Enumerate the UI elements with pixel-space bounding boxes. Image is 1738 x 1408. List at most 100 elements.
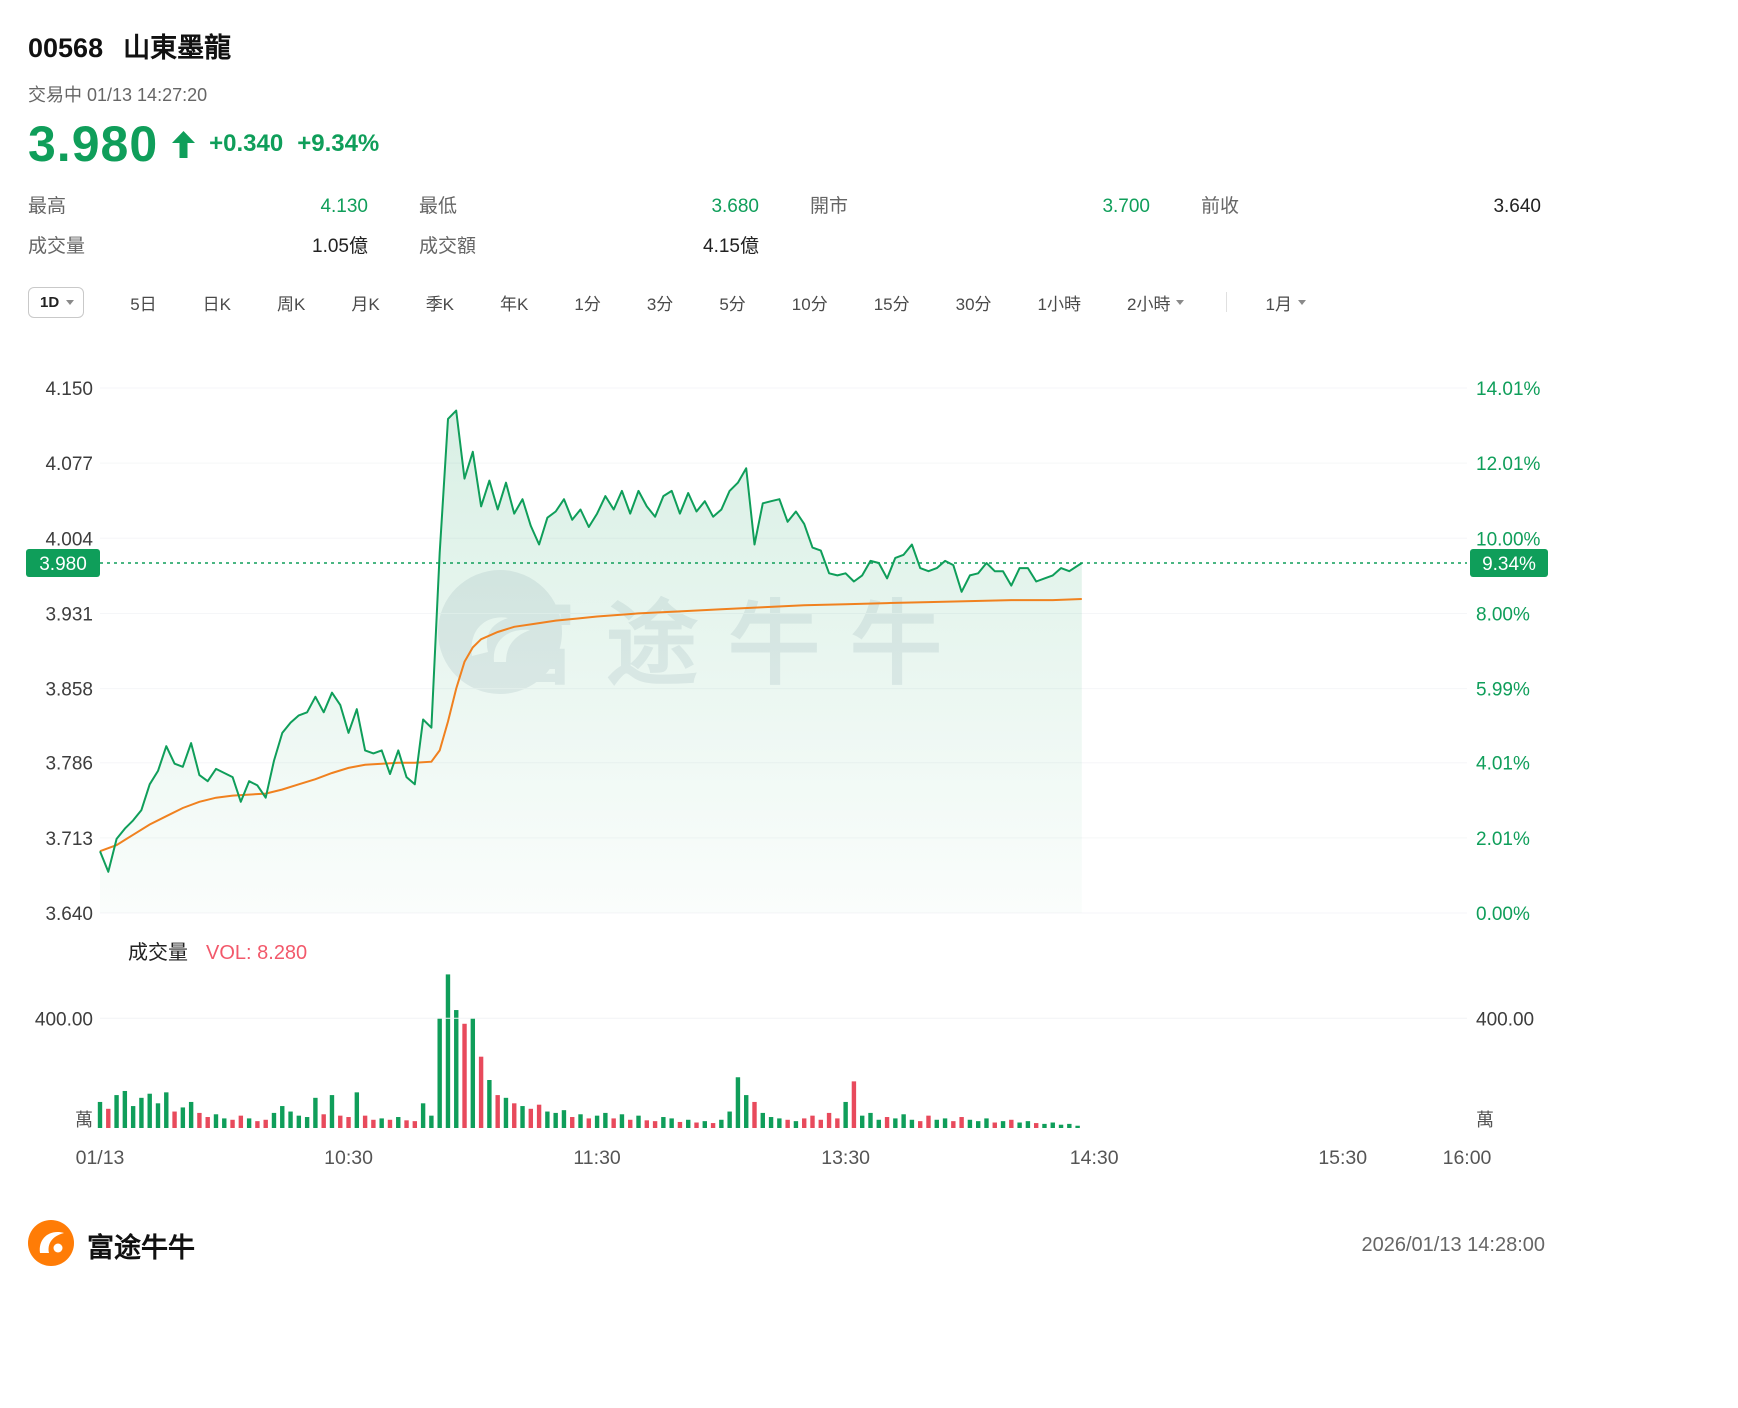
current-price-badge-left <box>26 549 100 577</box>
volume-bar <box>594 1115 600 1128</box>
volume-bar <box>918 1121 923 1128</box>
tab-year-k[interactable]: 年K <box>500 290 528 315</box>
y-axis-price-label: 3.640 <box>45 904 93 925</box>
tab-10min[interactable]: 10分 <box>792 290 828 315</box>
volume-bar <box>470 1018 476 1128</box>
y-axis-percent-label: 12.01% <box>1476 454 1541 475</box>
y-axis-price-label: 4.077 <box>45 454 93 475</box>
volume-bar <box>818 1119 823 1128</box>
volume-bar <box>876 1119 881 1128</box>
tab-30min[interactable]: 30分 <box>956 290 992 315</box>
volume-bar <box>760 1112 765 1128</box>
tab-quarter-k[interactable]: 季K <box>426 290 454 315</box>
tab-3min[interactable]: 3分 <box>647 290 673 315</box>
volume-bar <box>570 1117 575 1128</box>
volume-bar <box>462 1023 467 1128</box>
volume-bar <box>280 1106 285 1128</box>
y-axis-percent-label: 2.01% <box>1476 829 1530 850</box>
volume-bar <box>843 1101 848 1128</box>
volume-bar <box>454 1010 459 1128</box>
volume-bar <box>139 1097 144 1128</box>
y-axis-percent-label: 0.00% <box>1476 904 1530 925</box>
tab-month-k[interactable]: 月K <box>351 290 379 315</box>
price-row: 3.980 +0.340 +9.34% <box>28 119 1738 169</box>
volume-bar <box>313 1097 318 1128</box>
tab-1month-label: 1月 <box>1265 294 1292 314</box>
current-price: 3.980 <box>28 116 159 172</box>
y-axis-percent-label: 10.00% <box>1476 529 1541 550</box>
volume-bar <box>909 1119 915 1128</box>
tab-1min-label: 1分 <box>574 294 601 314</box>
volume-bar <box>354 1092 360 1128</box>
volume-bar <box>387 1119 393 1128</box>
volume-bar <box>768 1117 774 1128</box>
tab-2hour-label: 2小時 <box>1127 294 1171 314</box>
volume-bar <box>371 1119 376 1128</box>
tab-day-k[interactable]: 日K <box>203 290 231 315</box>
volume-bar <box>1067 1123 1072 1128</box>
volume-bar <box>868 1112 873 1128</box>
brand: 富途牛牛 <box>28 1220 195 1271</box>
volume-bar <box>1033 1123 1039 1128</box>
volume-unit-left: 萬 <box>75 1110 93 1130</box>
volume-bar <box>1058 1124 1064 1128</box>
volume-bar <box>826 1112 832 1128</box>
tab-1min[interactable]: 1分 <box>574 290 600 315</box>
stat-prev-close: 前收 3.640 <box>1201 196 1541 217</box>
period-selector-label: 1D <box>40 293 60 311</box>
y-axis-percent-label: 5.99% <box>1476 680 1530 701</box>
volume-bar <box>975 1121 981 1128</box>
volume-bar <box>967 1119 973 1128</box>
stat-turnover: 成交額 4.15億 <box>419 236 759 257</box>
volume-bar <box>379 1118 384 1128</box>
volume-bar <box>1042 1123 1047 1128</box>
volume-bar <box>437 1018 442 1128</box>
volume-bar <box>553 1112 558 1128</box>
volume-bar <box>520 1106 525 1128</box>
tab-2hour[interactable]: 2小時 <box>1127 290 1185 315</box>
volume-bar <box>429 1115 434 1128</box>
volume-header: 成交量 VOL: 8.280 <box>128 936 307 965</box>
volume-label: 成交量 <box>128 942 188 964</box>
volume-bar <box>619 1114 625 1128</box>
volume-bar <box>1025 1121 1031 1128</box>
tab-1hour-label: 1小時 <box>1037 294 1082 314</box>
volume-bar <box>1075 1125 1080 1128</box>
y-axis-price-label: 3.713 <box>45 829 93 850</box>
volume-bar <box>785 1119 790 1128</box>
volume-bar <box>1009 1119 1014 1128</box>
volume-bar <box>652 1121 658 1128</box>
y-axis-percent-label: 8.00% <box>1476 604 1530 625</box>
volume-bar <box>404 1120 409 1128</box>
price-chart[interactable]: 4.150 4.077 4.004 3.931 3.858 3.786 3.713 3.640… <box>0 338 1738 1204</box>
volume-bar <box>951 1121 956 1128</box>
futu-logo-icon <box>28 1220 74 1271</box>
volume-bar <box>106 1108 111 1128</box>
x-axis-label: 01/13 <box>76 1147 125 1169</box>
volume-bar <box>420 1103 426 1128</box>
volume-bar <box>744 1095 749 1128</box>
tab-5min[interactable]: 5分 <box>719 290 745 315</box>
volume-bar <box>793 1121 799 1128</box>
volume-bar <box>503 1097 509 1128</box>
volume-bar <box>1050 1122 1055 1128</box>
volume-bar <box>735 1077 741 1128</box>
tab-1hour[interactable]: 1小時 <box>1038 290 1081 315</box>
tab-week-k[interactable]: 周K <box>277 290 305 315</box>
tab-5day[interactable]: 5日 <box>130 290 156 315</box>
tab-1month[interactable]: 1月 <box>1265 290 1306 315</box>
volume-bar <box>172 1111 177 1128</box>
price-up-arrow-icon <box>172 130 196 158</box>
volume-bar <box>694 1122 699 1128</box>
tab-month-k-label: 月K <box>351 294 380 314</box>
volume-bar <box>884 1117 890 1128</box>
current-pct-badge-right <box>1470 549 1548 577</box>
x-axis-label: 10:30 <box>324 1147 373 1169</box>
stock-code: 00568 <box>28 33 104 63</box>
tab-15min[interactable]: 15分 <box>874 290 910 315</box>
period-selector-1d[interactable]: 1D <box>28 286 85 318</box>
volume-bar <box>777 1118 782 1128</box>
volume-bar <box>97 1101 103 1128</box>
stat-volume: 成交量 1.05億 <box>28 236 368 257</box>
volume-bar <box>984 1118 989 1128</box>
